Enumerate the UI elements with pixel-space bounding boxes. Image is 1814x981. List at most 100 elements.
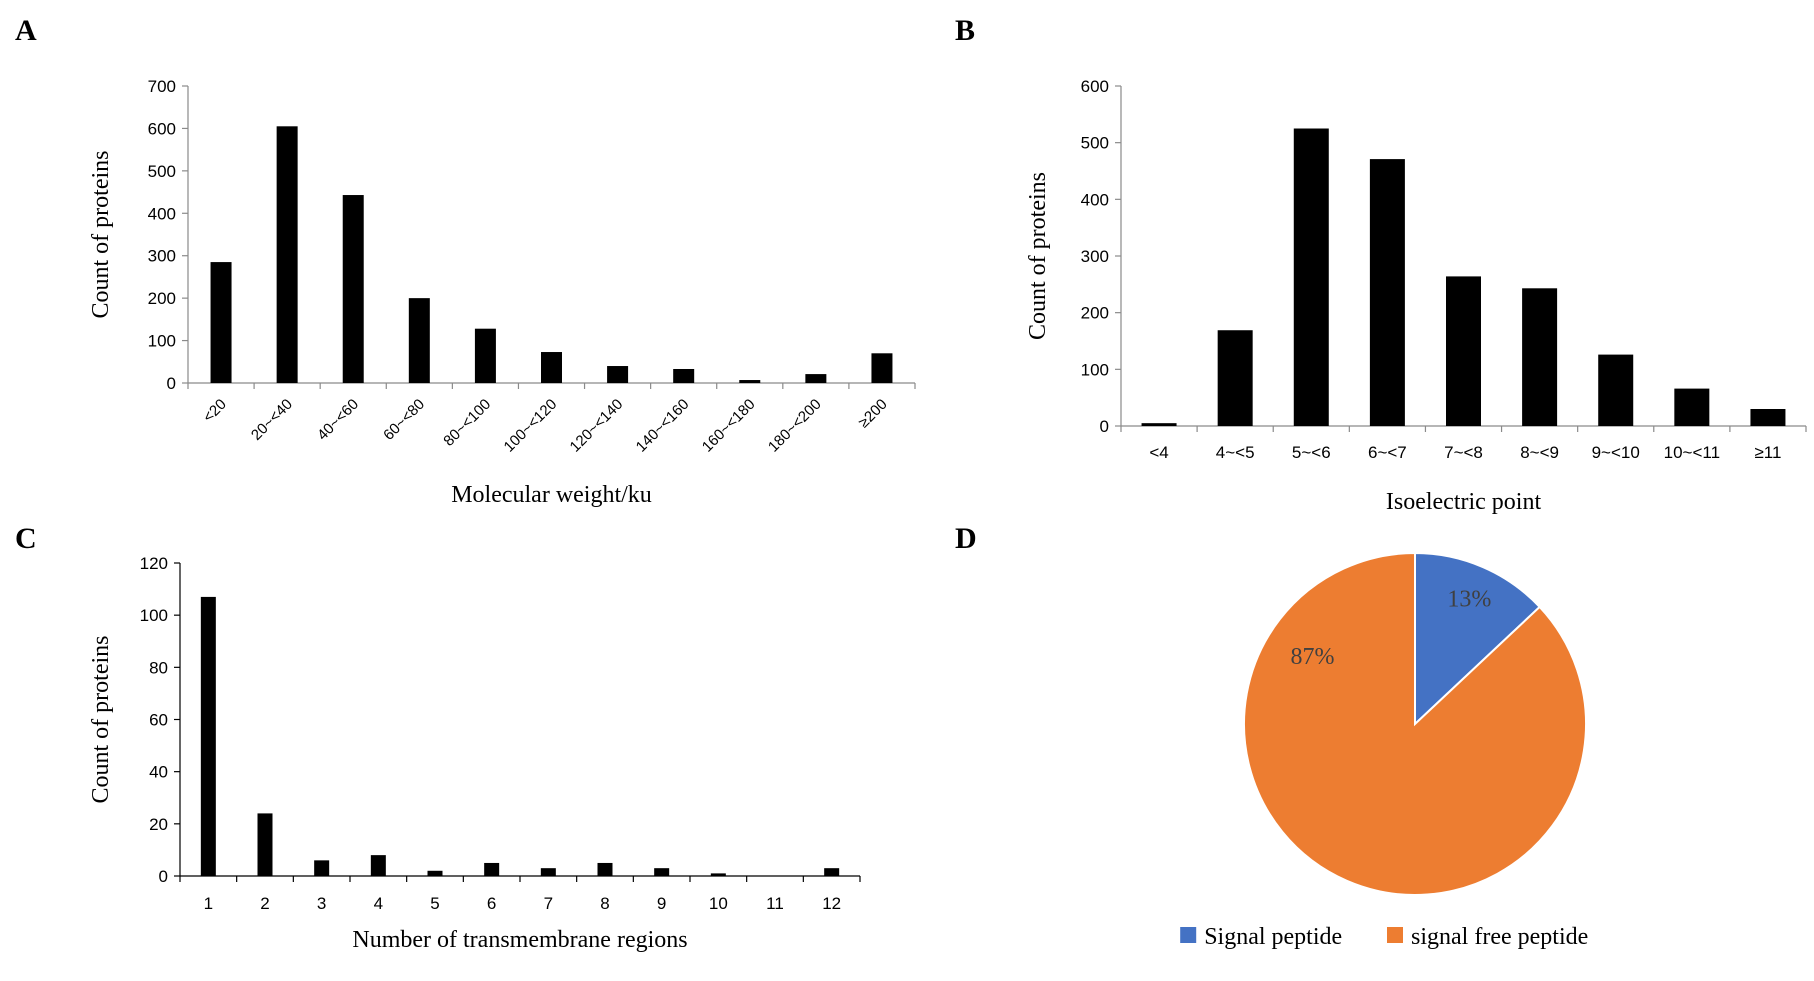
x-tick-label: <20: [200, 396, 230, 426]
y-tick-label: 40: [149, 763, 168, 782]
y-tick-label: 300: [148, 247, 176, 266]
bar-5-6: [1293, 128, 1329, 426]
x-axis-title: Number of transmembrane regions: [352, 927, 687, 953]
x-tick-label: 12: [822, 894, 841, 913]
bar-10: [710, 873, 726, 876]
chart-d: D 13% 87% Signal peptide signal free peptide: [955, 522, 1588, 950]
x-tick-label: 180~<200: [765, 396, 825, 456]
x-tick-label: 1: [204, 894, 213, 913]
y-tick-label: 0: [159, 867, 168, 886]
pie-slice-signal-peptide: [1414, 551, 1542, 727]
y-tick-label: 200: [148, 289, 176, 308]
x-tick-label: 2: [260, 894, 269, 913]
x-tick-label: 160~<180: [699, 396, 759, 456]
y-axis-title: Count of proteins: [88, 636, 114, 804]
bar-8: [597, 862, 613, 876]
y-tick-label: 100: [148, 332, 176, 351]
chart-b: B 0 100 200 300 400 500 600 <4 4~<5 5~<6 6~<7 7~<8 8~…: [955, 14, 1807, 515]
bar-5: [427, 870, 443, 876]
bar-60-80: [408, 298, 430, 383]
y-axis-title: Count of proteins: [88, 151, 114, 319]
bar-4: [370, 855, 386, 876]
bar-120-140: [607, 366, 629, 383]
x-tick-label: 5: [430, 894, 439, 913]
x-tick-label: 4~<5: [1216, 443, 1255, 462]
y-tick-label: 100: [140, 606, 168, 625]
y-tick-label: 500: [148, 162, 176, 181]
x-tick-label: 4: [374, 894, 383, 913]
bar-140-160: [673, 368, 695, 383]
x-tick-label: 10~<11: [1664, 443, 1720, 462]
y-tick-label: 600: [1081, 77, 1109, 96]
bar-9-10: [1598, 354, 1634, 426]
bar-4: [1141, 423, 1177, 426]
bar-9: [654, 868, 670, 876]
panel-label-c: C: [15, 522, 37, 555]
bar-80-100: [474, 328, 496, 383]
x-tick-label: 10: [709, 894, 728, 913]
x-tick-label: ≥200: [855, 396, 891, 432]
bar-100-120: [541, 352, 562, 383]
panel-label-b: B: [955, 14, 975, 47]
bar-2: [257, 813, 273, 876]
pie-slice-signal-free-peptide: [1243, 551, 1587, 896]
bar-8-9: [1522, 288, 1558, 426]
y-tick-label: 0: [167, 374, 176, 393]
x-tick-label: 100~<120: [501, 396, 561, 456]
x-tick-label: 7: [544, 894, 553, 913]
x-tick-label: 9: [657, 894, 666, 913]
legend-swatch-signal-peptide: [1180, 927, 1197, 943]
y-tick-label: 500: [1081, 134, 1109, 153]
x-tick-label: 120~<140: [567, 396, 627, 456]
pie-label-signal-peptide: 13%: [1447, 586, 1491, 612]
bar-20: [210, 262, 232, 383]
y-tick-label: 200: [1081, 304, 1109, 323]
x-tick-label: 6~<7: [1368, 443, 1407, 462]
bar-11: [1750, 409, 1786, 426]
y-tick-label: 20: [149, 815, 168, 834]
panel-label-d: D: [955, 522, 977, 555]
x-tick-label: 5~<6: [1292, 443, 1331, 462]
x-tick-label: ≥11: [1754, 443, 1781, 462]
y-tick-label: 400: [148, 204, 176, 223]
x-tick-label: 6: [487, 894, 496, 913]
x-tick-label: 20~<40: [248, 396, 296, 444]
x-axis-title: Isoelectric point: [1386, 489, 1542, 515]
bar-40-60: [342, 195, 364, 383]
bar-3: [314, 860, 330, 876]
y-tick-label: 400: [1081, 190, 1109, 209]
bar-4-5: [1217, 330, 1253, 426]
bar-7: [540, 868, 556, 876]
x-tick-label: 3: [317, 894, 326, 913]
x-axis-title: Molecular weight/ku: [451, 482, 652, 508]
bar-10-11: [1674, 388, 1710, 426]
bar-6: [484, 862, 500, 876]
x-tick-label: 80~<100: [440, 396, 494, 450]
bar-160-180: [739, 380, 761, 383]
bar-180-200: [805, 374, 827, 383]
x-tick-label: 40~<60: [314, 396, 362, 444]
bar-1: [200, 596, 216, 876]
bar-200: [871, 353, 893, 383]
y-tick-label: 100: [1081, 360, 1109, 379]
bar-6-7: [1369, 159, 1405, 426]
y-tick-label: 60: [149, 711, 168, 730]
x-tick-label: 8: [600, 894, 609, 913]
y-tick-label: 700: [148, 77, 176, 96]
x-tick-label: 7~<8: [1444, 443, 1483, 462]
y-axis-title: Count of proteins: [1025, 172, 1051, 340]
legend-swatch-signal-free-peptide: [1387, 927, 1403, 943]
bar-7-8: [1446, 276, 1481, 426]
y-tick-label: 0: [1100, 417, 1109, 436]
x-tick-label: 11: [766, 894, 784, 913]
x-tick-label: 9~<10: [1592, 443, 1640, 462]
legend-label-signal-peptide: Signal peptide: [1204, 924, 1342, 950]
x-tick-label: 140~<160: [633, 396, 693, 456]
y-tick-label: 600: [148, 119, 176, 138]
pie-label-signal-free-peptide: 87%: [1290, 644, 1334, 670]
x-tick-label: 8~<9: [1520, 443, 1559, 462]
legend-label-signal-free-peptide: signal free peptide: [1411, 924, 1588, 950]
bar-12: [824, 868, 840, 876]
